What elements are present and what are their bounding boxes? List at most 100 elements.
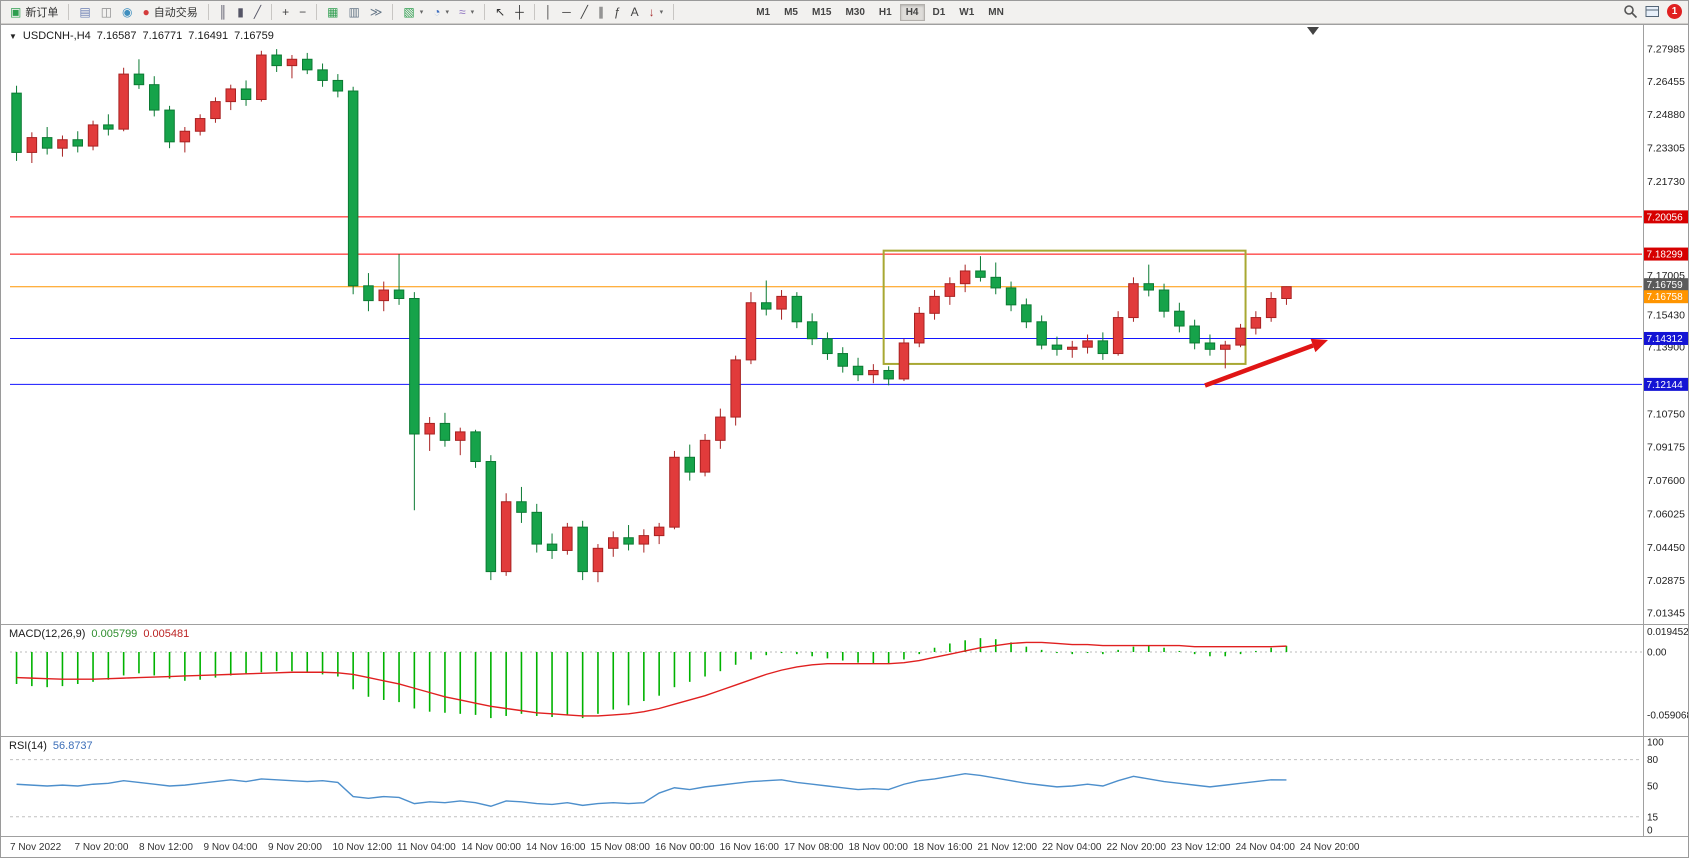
charts-icon[interactable]: ▤ bbox=[74, 2, 95, 23]
macd-signal-line bbox=[16, 641, 1287, 717]
candle bbox=[577, 526, 588, 573]
price-axis-label: 7.23305 bbox=[1647, 143, 1685, 155]
timeframe-button-m5[interactable]: M5 bbox=[784, 6, 798, 18]
search-icon[interactable] bbox=[1623, 4, 1638, 19]
period-button[interactable]: ◔ ▾ bbox=[428, 2, 454, 23]
price-line-label bbox=[1644, 331, 1688, 345]
timeframe-button-d1[interactable]: D1 bbox=[932, 6, 946, 18]
tile-windows-icon[interactable]: ▦ bbox=[322, 2, 343, 23]
toolbar-group: ▧ ▾ ◔ ▾ ≈ ▾ bbox=[398, 2, 479, 23]
consolidation-rectangle[interactable] bbox=[882, 249, 1247, 365]
period-button: ◔ bbox=[433, 5, 441, 19]
macd-plot-area[interactable] bbox=[10, 625, 1642, 736]
macd-axis-label: 0.00 bbox=[1647, 648, 1667, 659]
zoom-out-icon[interactable]: − bbox=[294, 2, 311, 23]
candle bbox=[455, 431, 466, 441]
data-window-icon[interactable] bbox=[1645, 4, 1660, 19]
chart-open-value: 7.16587 bbox=[96, 30, 137, 42]
timeframe-button-m30[interactable]: M30 bbox=[845, 6, 865, 18]
candle bbox=[1189, 325, 1200, 344]
auto-scroll-icon: ≫ bbox=[369, 5, 383, 19]
candle bbox=[439, 422, 451, 441]
candle bbox=[806, 321, 818, 340]
channel-icon[interactable]: ∥ bbox=[593, 2, 609, 23]
time-axis-label: 14 Nov 16:00 bbox=[526, 842, 586, 853]
toolbar: ▣ 新订单 ▤ ◫ ◉ ● 自动交易 ║ ▮ ╱ + − ▦ ▥ ≫ ▧ ▾ ◔ ▾ ≈ ▾ ↖ ┼ │ ─ ╱ ∥ ƒ A ↓ ▾ M1 M5… bbox=[1, 1, 1688, 24]
candle bbox=[179, 130, 191, 143]
candle bbox=[669, 456, 680, 528]
rsi-plot-area[interactable] bbox=[10, 737, 1642, 836]
bar-chart-icon: ║ bbox=[218, 5, 228, 19]
arrows-icon[interactable]: ↓ ▾ bbox=[644, 2, 669, 23]
toolbar-group: ↖ ┼ bbox=[490, 2, 529, 23]
candle bbox=[485, 461, 497, 573]
candle bbox=[653, 526, 665, 537]
candle bbox=[516, 501, 527, 513]
trendline-icon[interactable]: ╱ bbox=[576, 2, 593, 23]
autotrading-button-label: 自动交易 bbox=[153, 7, 198, 19]
time-axis-label: 10 Nov 12:00 bbox=[333, 842, 393, 853]
timeframe-button-mn[interactable]: MN bbox=[988, 6, 1004, 18]
rsi-axis-label: 80 bbox=[1647, 755, 1659, 766]
candle bbox=[72, 139, 83, 147]
cursor-icon[interactable]: ↖ bbox=[490, 2, 510, 23]
crosshair-icon[interactable]: ┼ bbox=[510, 2, 529, 23]
new-chart-button[interactable]: ▧ ▾ bbox=[398, 2, 428, 23]
new-order-button[interactable]: ▣ 新订单 bbox=[5, 2, 63, 23]
horizontal-line-icon[interactable]: ─ bbox=[557, 2, 576, 23]
trend-arrow-head[interactable] bbox=[1310, 338, 1328, 353]
alerts-icon[interactable]: ◉ bbox=[117, 2, 137, 23]
zoom-in-icon[interactable]: + bbox=[277, 2, 294, 23]
candle bbox=[546, 543, 558, 551]
candle bbox=[194, 118, 206, 132]
rsi-indicator-label: RSI(14) 56.8737 bbox=[9, 740, 93, 752]
trend-arrow-shaft[interactable] bbox=[1204, 343, 1314, 388]
macd-axis-label: 0.019452 bbox=[1647, 627, 1689, 638]
candle bbox=[929, 295, 940, 314]
candle bbox=[791, 295, 803, 323]
time-axis-label: 16 Nov 00:00 bbox=[655, 842, 715, 853]
timeframe-button-w1[interactable]: W1 bbox=[959, 6, 975, 18]
timeframe-button-h1[interactable]: H1 bbox=[878, 6, 892, 18]
profiles-icon[interactable]: ◫ bbox=[96, 2, 117, 23]
line-chart-icon[interactable]: ╱ bbox=[249, 2, 266, 23]
candle bbox=[26, 137, 38, 153]
rsi-axis-label: 15 bbox=[1647, 812, 1659, 823]
price-line-label-text: 7.12144 bbox=[1647, 380, 1684, 391]
chart-plot-area[interactable] bbox=[10, 25, 1642, 624]
candle bbox=[944, 283, 956, 297]
candle bbox=[1082, 340, 1093, 348]
trend-arrow[interactable] bbox=[1204, 338, 1328, 388]
price-line-label bbox=[1644, 247, 1688, 261]
rsi-line bbox=[16, 772, 1287, 807]
price-axis-label: 7.24880 bbox=[1647, 109, 1685, 121]
cascade-windows-icon[interactable]: ▥ bbox=[344, 2, 365, 23]
timeframe-button-h4[interactable]: H4 bbox=[899, 3, 925, 21]
chart-menu-icon[interactable]: ▼ bbox=[9, 32, 17, 41]
candlestick-chart-icon[interactable]: ▮ bbox=[232, 2, 249, 23]
candle bbox=[883, 369, 894, 380]
timeframe-button-m15[interactable]: M15 bbox=[812, 6, 832, 18]
price-line-label-text: 7.16758 bbox=[1647, 292, 1684, 303]
price-axis-drag-area[interactable] bbox=[1644, 25, 1689, 836]
time-axis-drag-area[interactable] bbox=[1, 837, 1689, 858]
timeframe-button-m1[interactable]: M1 bbox=[756, 6, 771, 18]
autotrading-button[interactable]: ● 自动交易 bbox=[138, 2, 203, 23]
chart-shift-marker-icon[interactable] bbox=[1307, 27, 1319, 35]
autotrading-button: ● bbox=[142, 5, 150, 19]
vertical-line-icon[interactable]: │ bbox=[540, 2, 558, 23]
time-axis-label: 15 Nov 08:00 bbox=[591, 842, 651, 853]
rsi-axis-label: 100 bbox=[1647, 738, 1664, 749]
text-icon[interactable]: A bbox=[626, 2, 644, 23]
fibonacci-icon[interactable]: ƒ bbox=[609, 2, 626, 23]
cursor-icon: ↖ bbox=[495, 5, 506, 19]
price-line-label-text: 7.20056 bbox=[1647, 212, 1684, 223]
alerts-icon: ◉ bbox=[122, 5, 133, 19]
time-axis-label: 21 Nov 12:00 bbox=[978, 842, 1038, 853]
notification-badge[interactable]: 1 bbox=[1667, 4, 1682, 19]
auto-scroll-icon[interactable]: ≫ bbox=[365, 2, 388, 23]
toolbar-group: │ ─ ╱ ∥ ƒ A ↓ ▾ bbox=[540, 2, 668, 23]
indicators-button[interactable]: ≈ ▾ bbox=[454, 2, 479, 23]
toolbar-separator bbox=[271, 4, 273, 20]
bar-chart-icon[interactable]: ║ bbox=[214, 2, 233, 23]
